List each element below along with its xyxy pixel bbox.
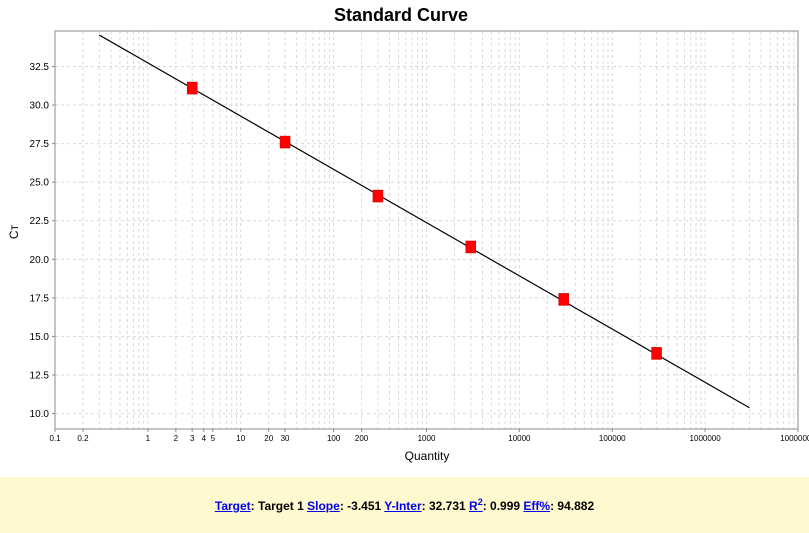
slope-link[interactable]: Slope <box>307 499 340 513</box>
data-point <box>372 189 384 203</box>
x-tick-label: 2 <box>174 434 179 443</box>
x-tick-label: 10 <box>236 434 245 443</box>
chart-title: Standard Curve <box>334 5 468 25</box>
x-axis-label: Quantity <box>405 449 450 463</box>
x-tick-labels: 0.1 0.2 1 2 3 4 5 10 20 30 100 200 1000 10000 100000 10… <box>49 429 809 443</box>
data-point <box>186 81 198 95</box>
data-point <box>279 135 291 149</box>
y-tick-label: 27.5 <box>30 139 50 150</box>
data-point <box>465 240 477 254</box>
standard-curve-chart: Standard Curve 0.1 0.2 1 2 3 4 5 10 20 30 100 200 10… <box>7 5 809 463</box>
x-tick-label: 1000000 <box>690 434 722 443</box>
chart-svg: Standard Curve 0.1 0.2 1 2 3 4 5 10 20 30 100 200 10… <box>7 5 809 463</box>
target-value: : Target 1 <box>250 499 308 513</box>
x-tick-label: 5 <box>211 434 216 443</box>
grid-lines <box>54 31 798 429</box>
fit-line <box>99 34 750 409</box>
y-inter-link[interactable]: Y-Inter <box>384 499 422 513</box>
x-tick-label: 100 <box>327 434 341 443</box>
x-tick-label: 0.2 <box>77 434 89 443</box>
efficiency-value: : 94.882 <box>550 499 595 513</box>
curve-stats: Target: Target 1 Slope: -3.451 Y-Inter: … <box>215 497 594 513</box>
y-tick-label: 15.0 <box>30 332 50 343</box>
x-tick-label: 3 <box>190 434 195 443</box>
x-tick-label: 10000000 <box>780 434 809 443</box>
x-tick-label: 4 <box>202 434 207 443</box>
y-tick-label: 12.5 <box>30 371 50 382</box>
x-tick-label: 20 <box>264 434 273 443</box>
y-tick-label: 20.0 <box>30 255 50 266</box>
x-tick-label: 0.1 <box>49 434 61 443</box>
curve-stats-bar: Target: Target 1 Slope: -3.451 Y-Inter: … <box>0 477 809 533</box>
y-axis-label: Ст <box>7 224 21 239</box>
x-tick-label: 10000 <box>508 434 531 443</box>
x-tick-label: 30 <box>281 434 290 443</box>
x-tick-label: 1 <box>146 434 151 443</box>
r-squared-label: R <box>469 499 478 513</box>
x-tick-label: 200 <box>355 434 369 443</box>
y-tick-label: 30.0 <box>30 101 50 112</box>
y-inter-value: : 32.731 <box>421 499 470 513</box>
y-tick-label: 32.5 <box>30 62 50 73</box>
data-point <box>558 293 569 306</box>
target-link[interactable]: Target <box>214 499 251 513</box>
y-tick-label: 17.5 <box>30 293 50 304</box>
y-tick-label: 25.0 <box>30 178 50 189</box>
y-tick-label: 22.5 <box>30 216 50 227</box>
y-tick-labels: 10.0 12.5 15.0 17.5 20.0 22.5 25.0 27.5 30.0 32.5 <box>30 62 55 420</box>
y-tick-label: 10.0 <box>30 409 50 420</box>
fit-line-group <box>99 34 750 409</box>
r-squared-value: : 0.999 <box>482 499 524 513</box>
slope-value: : -3.451 <box>339 499 385 513</box>
efficiency-link[interactable]: Eff% <box>523 499 551 513</box>
r-squared-link[interactable]: R2 <box>469 497 483 513</box>
data-points <box>186 81 662 360</box>
x-tick-label: 1000 <box>418 434 436 443</box>
x-tick-label: 100000 <box>599 434 626 443</box>
r-squared-superscript: 2 <box>477 497 483 507</box>
data-point <box>651 347 662 360</box>
